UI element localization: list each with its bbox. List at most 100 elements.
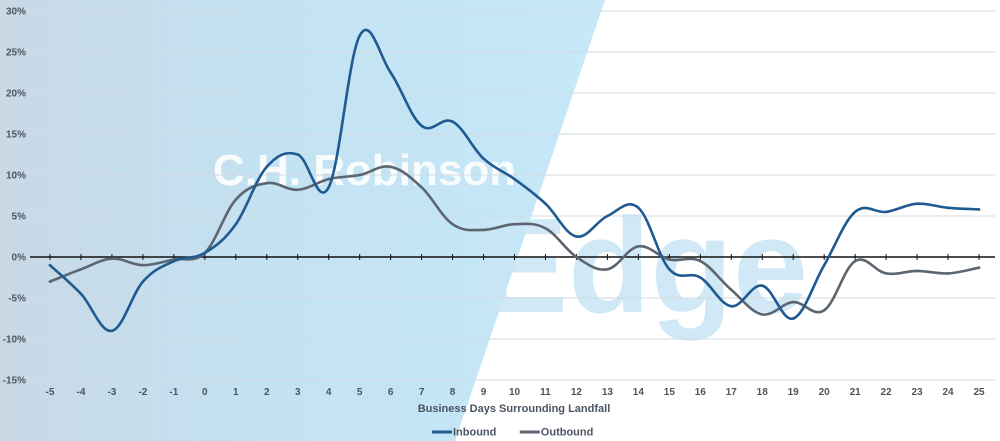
data-point-outbound bbox=[606, 268, 609, 271]
data-point-inbound bbox=[203, 251, 207, 255]
x-tick-label: 18 bbox=[757, 387, 769, 398]
y-tick-label: 15% bbox=[6, 130, 26, 141]
data-point-inbound bbox=[451, 120, 454, 123]
x-tick-label: -1 bbox=[169, 387, 178, 398]
y-tick-label: 25% bbox=[6, 48, 26, 59]
data-point-outbound bbox=[760, 313, 764, 316]
y-axis-ticks: -15% -10% -5% 0% 5% 10% 15% 20% 25% 30% bbox=[3, 7, 26, 387]
data-point-inbound bbox=[544, 202, 547, 205]
x-axis-title: Business Days Surrounding Landfall bbox=[418, 403, 611, 415]
data-point-outbound bbox=[884, 272, 888, 275]
data-point-outbound bbox=[234, 198, 238, 201]
y-tick-label: 5% bbox=[12, 212, 27, 223]
x-tick-label: 24 bbox=[942, 387, 954, 398]
data-point-outbound bbox=[296, 188, 300, 192]
x-tick-label: 6 bbox=[388, 387, 394, 398]
x-tick-label: -2 bbox=[138, 387, 147, 398]
data-point-inbound bbox=[760, 284, 764, 288]
data-point-inbound bbox=[668, 268, 671, 271]
x-tick-label: -3 bbox=[107, 387, 116, 398]
data-point-inbound bbox=[79, 292, 83, 296]
x-tick-label: 5 bbox=[357, 387, 363, 398]
x-tick-label: 4 bbox=[326, 387, 332, 398]
legend-label: Inbound bbox=[453, 427, 496, 439]
y-tick-label: 20% bbox=[6, 89, 26, 100]
x-tick-label: 19 bbox=[788, 387, 800, 398]
data-point-outbound bbox=[977, 266, 981, 269]
data-point-inbound bbox=[110, 329, 114, 333]
x-tick-label: -5 bbox=[46, 387, 55, 398]
data-point-outbound bbox=[482, 228, 485, 232]
y-tick-label: -15% bbox=[3, 376, 26, 387]
x-tick-label: 3 bbox=[295, 387, 301, 398]
data-point-outbound bbox=[327, 177, 331, 181]
x-tick-label: 23 bbox=[912, 387, 924, 398]
data-point-inbound bbox=[296, 153, 300, 156]
data-point-outbound bbox=[79, 268, 83, 271]
legend-label: Outbound bbox=[541, 427, 594, 439]
data-point-outbound bbox=[791, 300, 795, 304]
x-tick-label: 8 bbox=[450, 387, 456, 398]
data-point-outbound bbox=[389, 165, 392, 169]
data-point-outbound bbox=[420, 186, 423, 189]
x-tick-label: 0 bbox=[202, 387, 208, 398]
data-point-inbound bbox=[358, 34, 361, 37]
x-tick-label: 21 bbox=[850, 387, 862, 398]
x-tick-label: 11 bbox=[540, 387, 551, 398]
x-tick-label: 12 bbox=[571, 387, 583, 398]
data-point-inbound bbox=[699, 276, 702, 279]
data-point-outbound bbox=[853, 259, 857, 263]
data-point-inbound bbox=[822, 263, 826, 267]
data-point-inbound bbox=[48, 263, 52, 267]
data-point-outbound bbox=[358, 173, 361, 177]
x-tick-label: 13 bbox=[602, 387, 614, 398]
x-tick-label: 1 bbox=[233, 387, 239, 398]
data-point-outbound bbox=[141, 263, 145, 267]
data-point-inbound bbox=[482, 157, 485, 160]
series-lines bbox=[48, 28, 981, 333]
data-point-outbound bbox=[575, 255, 578, 259]
data-point-outbound bbox=[544, 227, 547, 230]
data-point-outbound bbox=[668, 258, 671, 261]
data-point-inbound bbox=[327, 186, 331, 189]
data-point-inbound bbox=[791, 317, 795, 320]
x-tick-label: 22 bbox=[881, 387, 893, 398]
data-point-outbound bbox=[915, 269, 919, 273]
data-point-inbound bbox=[729, 304, 733, 308]
watermark-brand-text: C.H. Robinson bbox=[213, 146, 516, 195]
data-point-inbound bbox=[946, 206, 950, 210]
series-line-inbound bbox=[48, 28, 981, 333]
data-point-inbound bbox=[637, 206, 640, 210]
x-tick-label: -4 bbox=[77, 387, 86, 398]
x-tick-label: 16 bbox=[695, 387, 707, 398]
y-tick-label: 10% bbox=[6, 171, 26, 182]
data-point-inbound bbox=[420, 124, 423, 128]
data-point-inbound bbox=[234, 222, 238, 226]
data-point-outbound bbox=[48, 280, 52, 283]
data-point-inbound bbox=[977, 208, 981, 211]
data-point-inbound bbox=[141, 280, 145, 283]
watermark-background-band bbox=[0, 0, 605, 441]
data-point-inbound bbox=[575, 235, 578, 238]
data-point-inbound bbox=[265, 165, 269, 169]
x-tick-label: 7 bbox=[419, 387, 425, 398]
x-tick-label: 9 bbox=[481, 387, 487, 398]
data-point-outbound bbox=[637, 245, 640, 248]
x-tick-label: 10 bbox=[509, 387, 521, 398]
y-tick-label: 0% bbox=[12, 253, 27, 264]
y-tick-label: -10% bbox=[3, 335, 26, 346]
x-tick-label: 2 bbox=[264, 387, 270, 398]
y-tick-label: -5% bbox=[8, 294, 26, 305]
gridlines bbox=[30, 10, 995, 381]
x-tick-label: 25 bbox=[973, 387, 985, 398]
x-axis-ticks: -5 -4 -3 -2 -1 0 1 2 3 4 5 6 7 8 9 10 11 12 13 14 15 16 17 18 19… bbox=[46, 387, 985, 398]
data-point-inbound bbox=[389, 71, 392, 74]
x-tick-label: 20 bbox=[819, 387, 831, 398]
data-point-inbound bbox=[884, 210, 888, 214]
data-point-outbound bbox=[265, 181, 269, 185]
data-point-outbound bbox=[110, 257, 114, 260]
y-tick-label: 30% bbox=[6, 7, 26, 18]
x-tick-label: 15 bbox=[664, 387, 676, 398]
